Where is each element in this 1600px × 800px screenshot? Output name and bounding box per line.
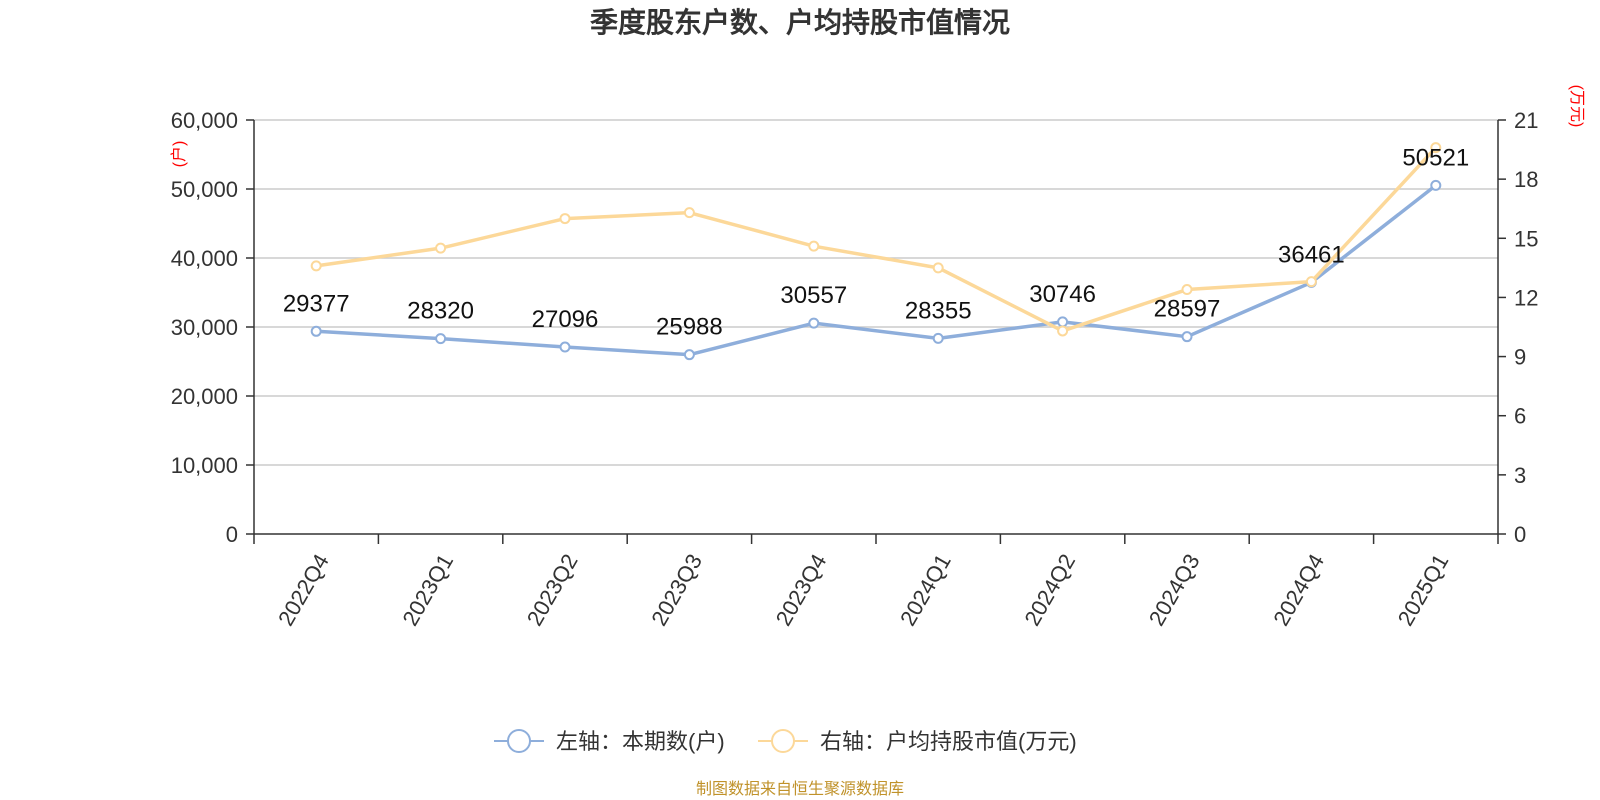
right-axis-tick-label: 3 — [1514, 463, 1526, 488]
chart-title: 季度股东户数、户均持股市值情况 — [590, 6, 1010, 38]
series-point-1[interactable] — [1305, 276, 1317, 288]
grid-lines — [254, 119, 1498, 466]
left-axis-tick-label: 30,000 — [171, 315, 238, 340]
right-axis-tick-label: 12 — [1514, 285, 1538, 310]
series-point-0[interactable] — [932, 332, 944, 344]
series-line-0 — [316, 184, 1437, 357]
series-point-0[interactable] — [1057, 316, 1069, 328]
right-axis-tick-label: 21 — [1514, 108, 1538, 133]
legend-label-market-value: 右轴：户均持股市值(万元) — [820, 729, 1077, 754]
data-label: 36461 — [1278, 241, 1345, 268]
series-point-0[interactable] — [1181, 331, 1193, 343]
data-label: 50521 — [1402, 144, 1469, 171]
legend-marker-market-value — [771, 729, 795, 753]
right-axis-tick-label: 0 — [1514, 522, 1526, 547]
data-label: 29377 — [283, 290, 350, 317]
x-axis-tick-label: 2024Q4 — [1268, 550, 1329, 630]
legend-item-households[interactable]: 左轴：本期数(户) — [494, 729, 725, 754]
series-point-1[interactable] — [932, 262, 944, 274]
left-axis-tick-label: 10,000 — [171, 453, 238, 478]
series-point-0[interactable] — [435, 333, 447, 345]
series-point-0[interactable] — [559, 341, 571, 353]
left-axis-tick-label: 50,000 — [171, 177, 238, 202]
x-axis-tick-label: 2023Q4 — [771, 550, 832, 630]
x-axis-tick-label: 2024Q2 — [1019, 550, 1080, 630]
right-axis-tick-label: 15 — [1514, 226, 1538, 251]
series-point-1[interactable] — [808, 240, 820, 252]
data-source: 制图数据来自恒生聚源数据库 — [696, 780, 904, 798]
series-point-0[interactable] — [683, 349, 695, 361]
data-label: 28320 — [407, 298, 474, 325]
x-axis-tick-label: 2024Q1 — [895, 550, 956, 630]
axes: 010,00020,00030,00040,00050,00060,000036… — [171, 108, 1539, 630]
left-axis-tick-label: 0 — [226, 522, 238, 547]
series-point-1[interactable] — [1181, 284, 1193, 296]
series-point-1[interactable] — [435, 242, 447, 254]
x-axis-tick-label: 2024Q3 — [1144, 550, 1205, 630]
legend[interactable]: 左轴：本期数(户) 右轴：户均持股市值(万元) — [494, 729, 1077, 754]
data-label: 30746 — [1029, 281, 1096, 308]
left-axis-tick-label: 60,000 — [171, 108, 238, 133]
data-label: 25988 — [656, 314, 723, 341]
series-line-1 — [315, 146, 1438, 333]
data-label: 28355 — [905, 297, 972, 324]
right-axis-tick-label: 9 — [1514, 345, 1526, 370]
legend-label-households: 左轴：本期数(户) — [556, 729, 725, 754]
series-point-0[interactable] — [310, 325, 322, 337]
x-axis-tick-label: 2023Q1 — [397, 550, 458, 630]
data-label: 27096 — [532, 306, 599, 333]
data-labels: 29377 28320 27096 25988 30557 28355 30746 28597… — [283, 144, 1469, 340]
right-axis-tick-label: 18 — [1514, 167, 1538, 192]
x-axis-tick-label: 2022Q4 — [273, 550, 334, 630]
x-axis-tick-label: 2023Q3 — [646, 550, 707, 630]
x-axis-tick-label: 2025Q1 — [1393, 550, 1454, 630]
series — [310, 142, 1442, 361]
right-axis-tick-label: 6 — [1514, 404, 1526, 429]
data-label: 28597 — [1154, 296, 1221, 323]
series-point-1[interactable] — [310, 260, 322, 272]
left-axis-unit: (户) — [170, 141, 188, 168]
left-axis-tick-label: 20,000 — [171, 384, 238, 409]
series-point-0[interactable] — [1430, 179, 1442, 191]
series-point-0[interactable] — [808, 317, 820, 329]
data-label: 30557 — [780, 282, 847, 309]
x-axis-tick-label: 2023Q2 — [522, 550, 583, 630]
series-point-1[interactable] — [1057, 325, 1069, 337]
series-point-1[interactable] — [683, 207, 695, 219]
series-point-1[interactable] — [1430, 142, 1442, 154]
right-axis-unit: (万元) — [1568, 85, 1585, 128]
left-axis-tick-label: 40,000 — [171, 246, 238, 271]
legend-marker-households — [507, 729, 531, 753]
legend-item-market-value[interactable]: 右轴：户均持股市值(万元) — [758, 729, 1077, 754]
series-point-1[interactable] — [559, 213, 571, 225]
